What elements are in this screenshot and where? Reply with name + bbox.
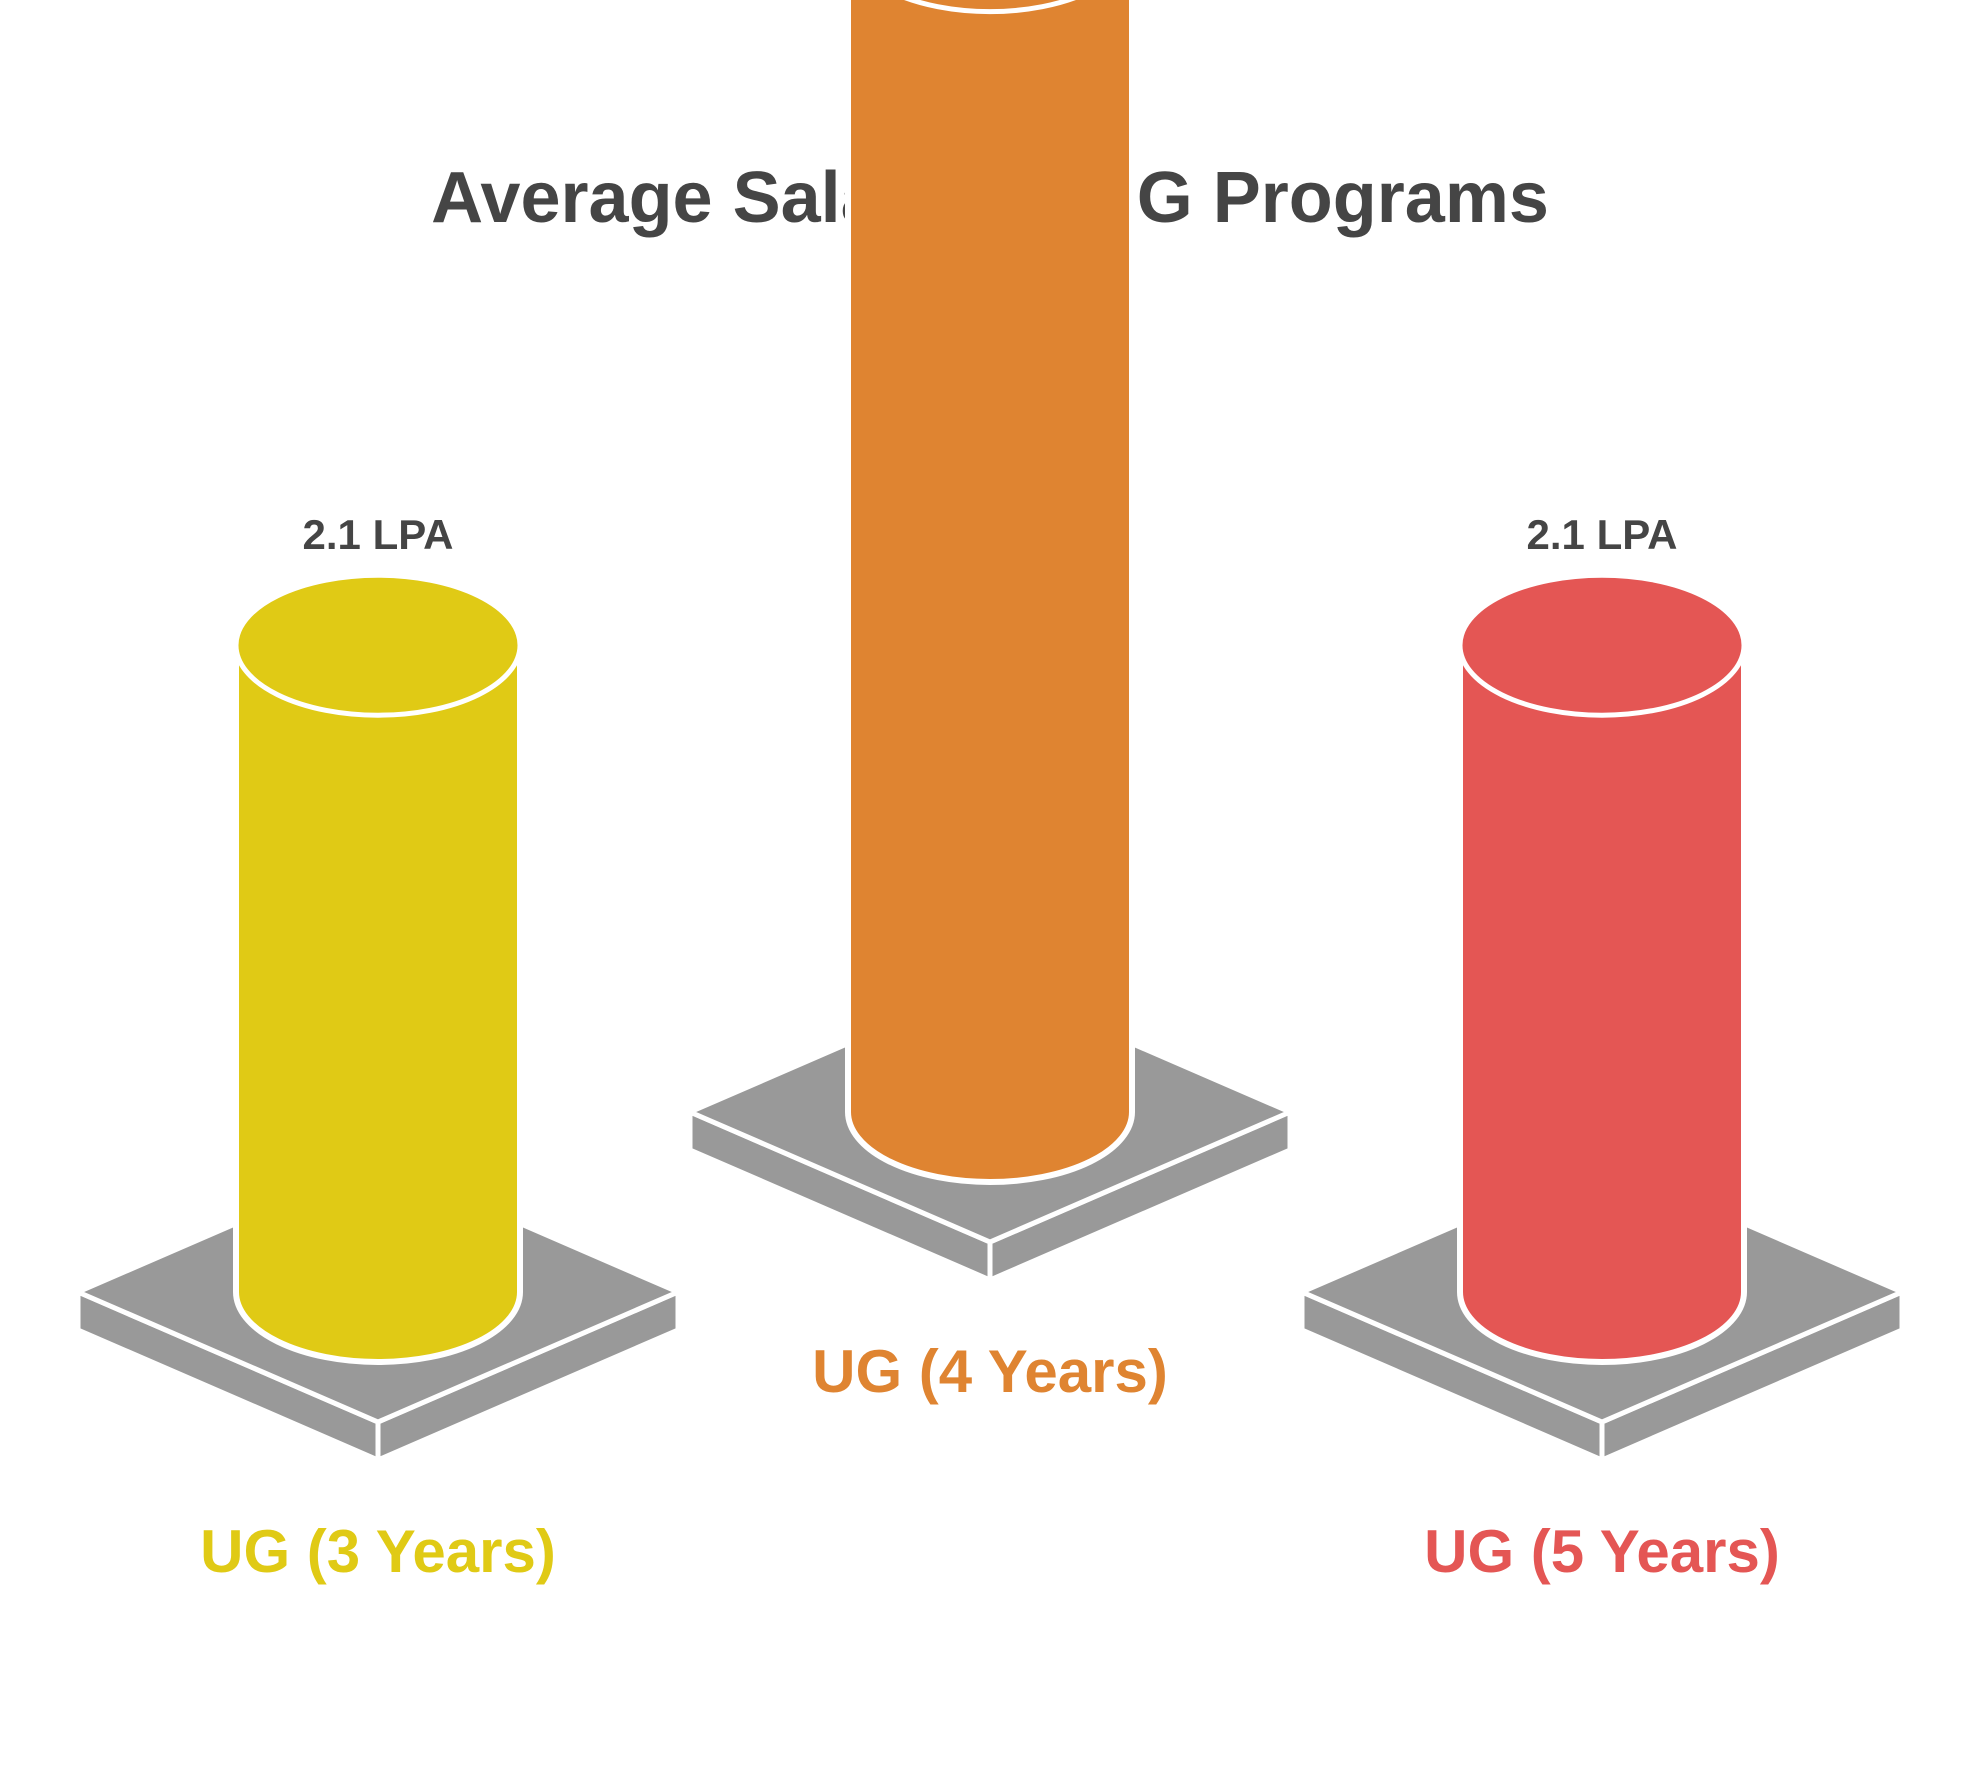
category-label-3: UG (5 Years) <box>1424 1518 1780 1585</box>
bar-group-1: 2.1 LPA UG (3 Years) <box>75 511 681 1585</box>
bar-top-3 <box>1457 572 1747 718</box>
bar-top-2 <box>904 0 1076 15</box>
bar-3 <box>1457 642 1747 1365</box>
bar-top-1 <box>233 572 523 718</box>
category-label-1: UG (3 Years) <box>200 1518 556 1585</box>
category-label-2: UG (4 Years) <box>812 1338 1168 1405</box>
bar-1 <box>233 642 523 1365</box>
value-label-1: 2.1 LPA <box>303 511 454 558</box>
value-label-3: 2.1 LPA <box>1527 511 1678 558</box>
bar-2 <box>845 0 1135 1185</box>
bar-group-3: 2.1 LPA UG (5 Years) <box>1299 511 1905 1585</box>
